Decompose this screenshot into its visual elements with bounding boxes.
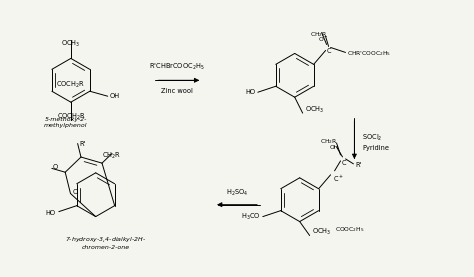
Text: 5-methoxy-2-
methylphenol: 5-methoxy-2- methylphenol	[44, 117, 88, 128]
Text: CH$_2$R: CH$_2$R	[310, 30, 328, 39]
Text: SOCl$_2$: SOCl$_2$	[362, 133, 383, 143]
Text: O: O	[53, 164, 58, 170]
Text: OH: OH	[330, 145, 339, 150]
Text: CH$_2$R: CH$_2$R	[102, 150, 122, 161]
Text: COCH$_2$R: COCH$_2$R	[56, 80, 85, 91]
Text: CH$_2$R: CH$_2$R	[320, 137, 337, 146]
Text: R'CHBrCOOC$_2$H$_5$: R'CHBrCOOC$_2$H$_5$	[149, 62, 205, 72]
Text: O: O	[73, 189, 78, 196]
Text: CHR'COOC$_2$H$_5$: CHR'COOC$_2$H$_5$	[347, 49, 392, 58]
Text: C$^+$: C$^+$	[333, 174, 344, 184]
Text: H$_2$SO$_4$: H$_2$SO$_4$	[226, 188, 248, 198]
Text: 7-hydroxy-3,4-dialkyl-2$H$-
chromen-2-one: 7-hydroxy-3,4-dialkyl-2$H$- chromen-2-on…	[65, 235, 146, 250]
Text: C: C	[342, 160, 346, 166]
Text: Pyridine: Pyridine	[362, 145, 389, 151]
Text: Zinc wool: Zinc wool	[161, 88, 193, 94]
Text: COOC$_2$H$_5$: COOC$_2$H$_5$	[335, 225, 364, 234]
Text: O$^-$: O$^-$	[319, 35, 329, 43]
Text: OCH$_3$: OCH$_3$	[305, 105, 324, 115]
Text: HO: HO	[46, 210, 56, 216]
Text: OH: OH	[109, 93, 120, 99]
Text: R': R'	[80, 140, 86, 147]
Text: OCH$_3$: OCH$_3$	[61, 39, 81, 49]
Text: OCH$_3$: OCH$_3$	[311, 226, 331, 237]
Text: R': R'	[356, 162, 362, 168]
Text: COCH$_2$R: COCH$_2$R	[57, 112, 86, 122]
Text: C: C	[327, 48, 331, 55]
Text: H$_3$CO: H$_3$CO	[241, 212, 261, 222]
Text: HO: HO	[246, 89, 256, 95]
